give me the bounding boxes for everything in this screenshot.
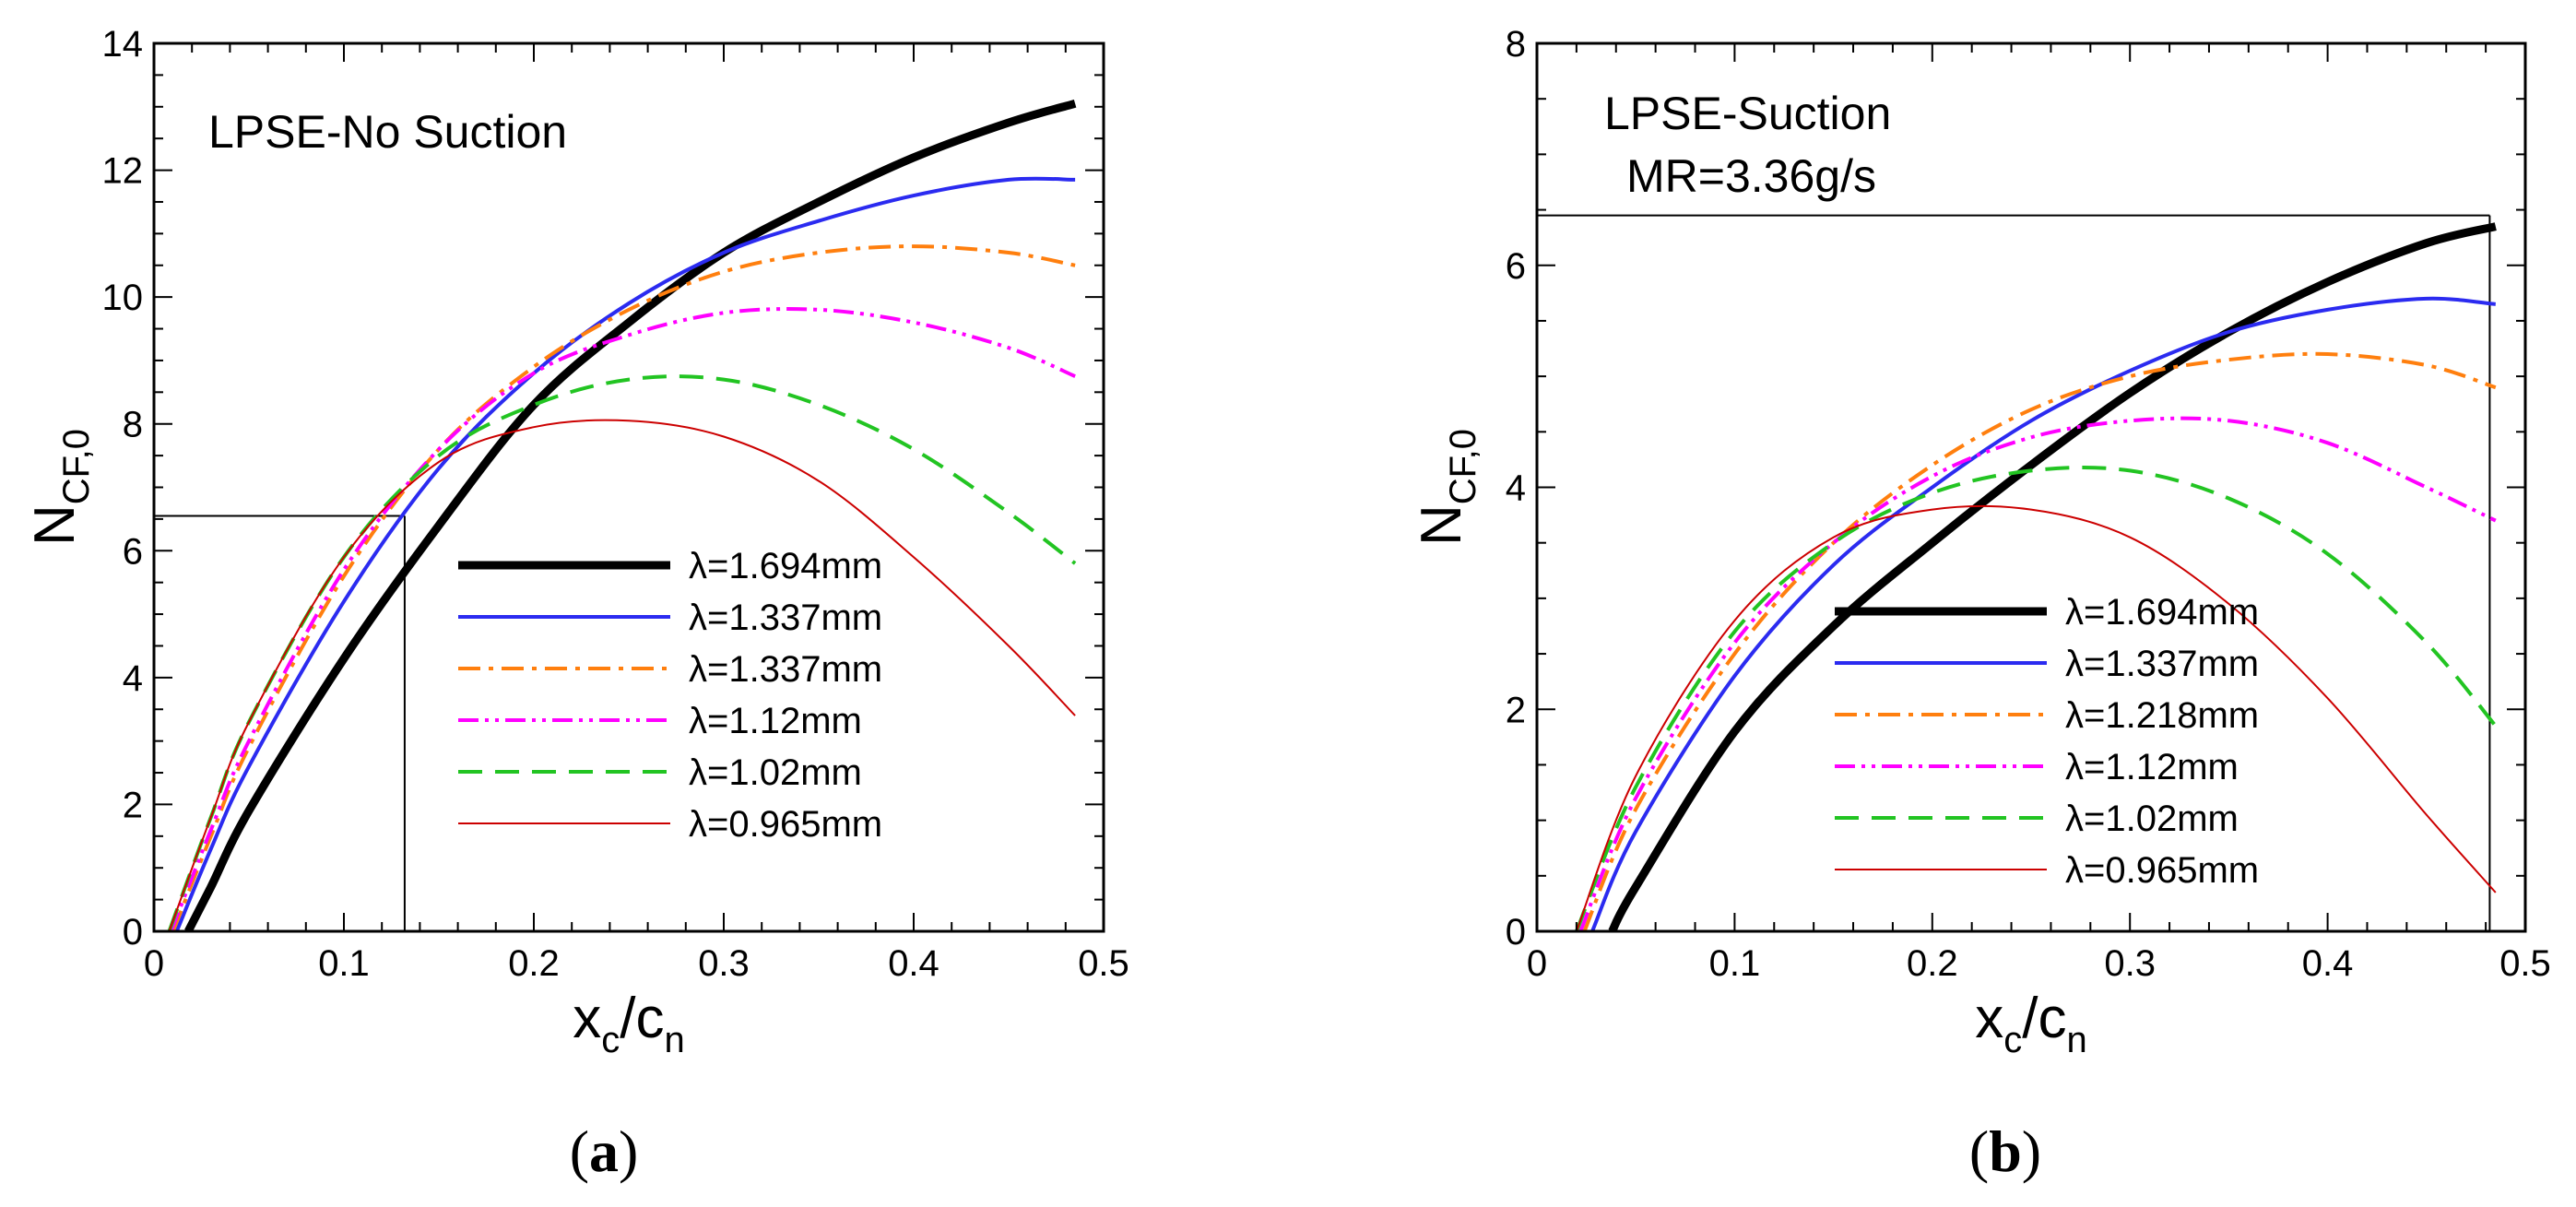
x-axis-title-sub1: c [2003, 1020, 2022, 1060]
series-line-5 [168, 419, 1076, 931]
legend-label: λ=1.694mm [2065, 592, 2259, 633]
y-tick-label: 6 [1506, 246, 1526, 287]
y-tick-label: 4 [1506, 468, 1526, 509]
y-axis-title-main: N [1410, 504, 1473, 546]
y-tick-label: 8 [123, 405, 143, 445]
legend-label: λ=1.694mm [689, 546, 882, 586]
series-line-1 [174, 176, 1076, 931]
y-axis-title: NCF,0 [23, 429, 97, 546]
y-tick-label: 6 [123, 531, 143, 572]
x-axis-title-slash: /c [620, 987, 664, 1050]
y-axis-title: NCF,0 [1410, 429, 1483, 546]
legend: λ=1.694mm λ=1.337mm λ=1.218mm λ=1.12mm λ=1.0… [1835, 592, 2259, 891]
series-line-3 [169, 307, 1076, 931]
x-tick-label: 0.5 [2499, 943, 2551, 984]
caption-letter: b [1989, 1118, 2022, 1184]
x-tick-label: 0.3 [698, 943, 750, 984]
panel-annotation-2: MR=3.36g/s [1626, 150, 1876, 202]
panel-annotation: LPSE-Suction [1604, 88, 1891, 139]
legend-label: λ=0.965mm [2065, 850, 2259, 891]
x-tick-label: 0.3 [2104, 943, 2156, 984]
legend: λ=1.694mm λ=1.337mm λ=1.337mm λ=1.12mm λ=1.0… [458, 546, 882, 845]
panel-caption: (b) [1969, 1118, 2041, 1184]
y-axis-title-sub: CF,0 [1443, 429, 1483, 504]
y-tick-label: 0 [123, 912, 143, 953]
x-axis-title-sub2: n [664, 1020, 684, 1060]
x-tick-label: 0.2 [1907, 943, 1958, 984]
x-tick-label: 0.2 [508, 943, 560, 984]
x-tick-label: 0.1 [1709, 943, 1761, 984]
y-axis-title-main: N [23, 504, 87, 546]
series-line-4 [167, 374, 1077, 931]
caption-close: ) [619, 1118, 638, 1184]
x-axis-title-slash: /c [2022, 987, 2066, 1050]
legend-label: λ=1.02mm [689, 752, 862, 793]
series-line-4 [1575, 466, 2498, 931]
panel-annotation: LPSE-No Suction [208, 106, 567, 158]
panel-caption: (a) [570, 1118, 639, 1184]
legend-label: λ=1.337mm [689, 598, 882, 638]
x-axis-title: xc/cn [573, 987, 684, 1060]
y-tick-label: 2 [1506, 690, 1526, 730]
y-tick-label: 0 [1506, 912, 1526, 953]
x-tick-label: 0.4 [888, 943, 939, 984]
legend-label: λ=1.12mm [2065, 747, 2239, 787]
panel-b: 0 0.1 0.2 0.3 0.4 0.5 0 2 4 6 8 xc/cn NCF,0 LPSE-Suct… [1410, 24, 2551, 1184]
plot-frame [152, 41, 1105, 933]
series-line-1 [1590, 296, 2496, 931]
series-line-5 [1575, 504, 2497, 931]
x-axis-title-main: x [1975, 987, 2003, 1050]
y-tick-label: 4 [123, 658, 143, 699]
x-axis-title: xc/cn [1975, 987, 2086, 1060]
x-axis-title-sub2: n [2066, 1020, 2086, 1060]
y-tick-label: 10 [102, 278, 144, 318]
x-tick-label: 0 [1527, 943, 1547, 984]
y-axis-title-sub: CF,0 [56, 429, 97, 504]
legend-label: λ=1.02mm [2065, 799, 2239, 839]
panel-a: 0 0.1 0.2 0.3 0.4 0.5 0 2 4 6 8 10 12 14 xc/cn NCF,0 LPS… [23, 24, 1129, 1184]
legend-label: λ=1.218mm [2065, 695, 2259, 736]
legend-label: λ=1.12mm [689, 701, 862, 741]
x-axis-title-main: x [573, 987, 601, 1050]
legend-label: λ=1.337mm [689, 649, 882, 690]
series-line-2 [1582, 351, 2497, 931]
series-line-3 [1578, 416, 2497, 931]
x-tick-label: 0.5 [1078, 943, 1129, 984]
legend-label: λ=1.337mm [2065, 644, 2259, 684]
y-tick-label: 8 [1506, 24, 1526, 65]
series-line-0 [1608, 222, 2497, 931]
x-axis-title-sub1: c [601, 1020, 620, 1060]
caption-open: ( [1969, 1118, 1989, 1184]
caption-open: ( [570, 1118, 589, 1184]
caption-close: ) [2022, 1118, 2041, 1184]
y-tick-label: 12 [102, 151, 144, 192]
x-tick-label: 0 [144, 943, 164, 984]
y-tick-label: 2 [123, 785, 143, 825]
y-tick-label: 14 [102, 24, 144, 65]
series-line-2 [171, 244, 1076, 931]
caption-letter: a [589, 1118, 619, 1184]
x-tick-label: 0.4 [2302, 943, 2354, 984]
x-tick-label: 0.1 [318, 943, 370, 984]
series-line-0 [184, 99, 1077, 931]
legend-label: λ=0.965mm [689, 804, 882, 845]
